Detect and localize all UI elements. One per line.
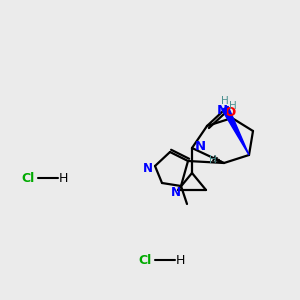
- Text: N: N: [171, 187, 181, 200]
- Text: H: H: [221, 96, 229, 106]
- Text: H: H: [175, 254, 185, 266]
- Text: Cl: Cl: [21, 172, 34, 184]
- Text: N: N: [194, 140, 206, 154]
- Text: H: H: [229, 101, 237, 111]
- Text: H: H: [58, 172, 68, 184]
- Text: O: O: [224, 106, 236, 119]
- Text: Cl: Cl: [138, 254, 152, 266]
- Text: N: N: [216, 104, 228, 118]
- Text: N: N: [143, 163, 153, 176]
- Text: H: H: [209, 155, 217, 165]
- Polygon shape: [222, 106, 249, 155]
